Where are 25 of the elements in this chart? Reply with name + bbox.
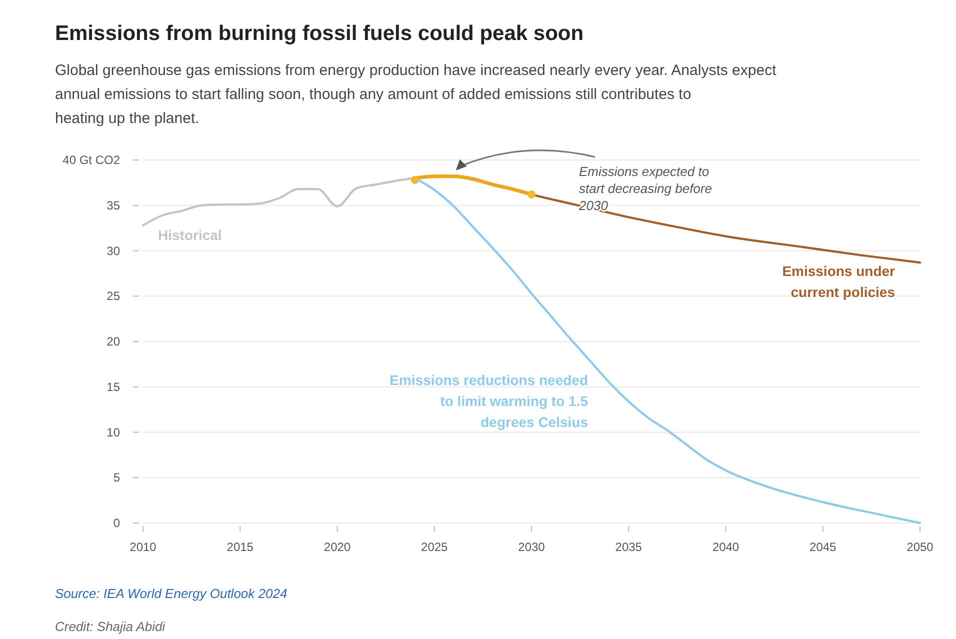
text: Credit: Shajia Abidi [55,619,166,634]
source-note: Source: IEA World Energy Outlook 2024 [55,586,288,601]
y-tick-label: 40 Gt CO2 [62,153,120,167]
x-tick-label: 2040 [712,540,740,554]
x-tick-label: 2015 [226,540,254,554]
x-tick-label: 2035 [615,540,642,554]
x-tick-label: 2020 [324,540,351,554]
series-label: Historical [158,227,222,243]
chart-subtitle: Global greenhouse gas emissions from energy production have increased nearly every year. Analysts expect annual emissions to start falling soon, though any amount of added emissions still contributes to heating up the planet. [55,62,778,127]
y-tick-label: 30 [106,244,120,258]
x-tick-label: 2010 [130,540,157,554]
y-tick-label: 35 [106,198,120,212]
y-tick-label: 0 [113,516,120,530]
chart-title: Emissions from burning fossil fuels could peak soon [55,22,584,45]
y-tick-label: 25 [106,289,120,304]
y-tick-label: 20 [106,334,120,348]
series-label: Emissions under current policies [782,263,896,300]
x-tick-label: 2025 [421,540,448,554]
y-tick-label: 10 [106,425,120,440]
x-tick-label: 2030 [518,540,546,554]
x-tick-label: 2045 [810,540,837,554]
y-tick-label: 15 [106,380,120,394]
series-label: Emissions reductions needed to limit warming to 1.5 degrees Celsius [390,372,588,430]
x-tick-label: 2050 [906,540,934,554]
y-tick-label: 5 [113,470,120,485]
